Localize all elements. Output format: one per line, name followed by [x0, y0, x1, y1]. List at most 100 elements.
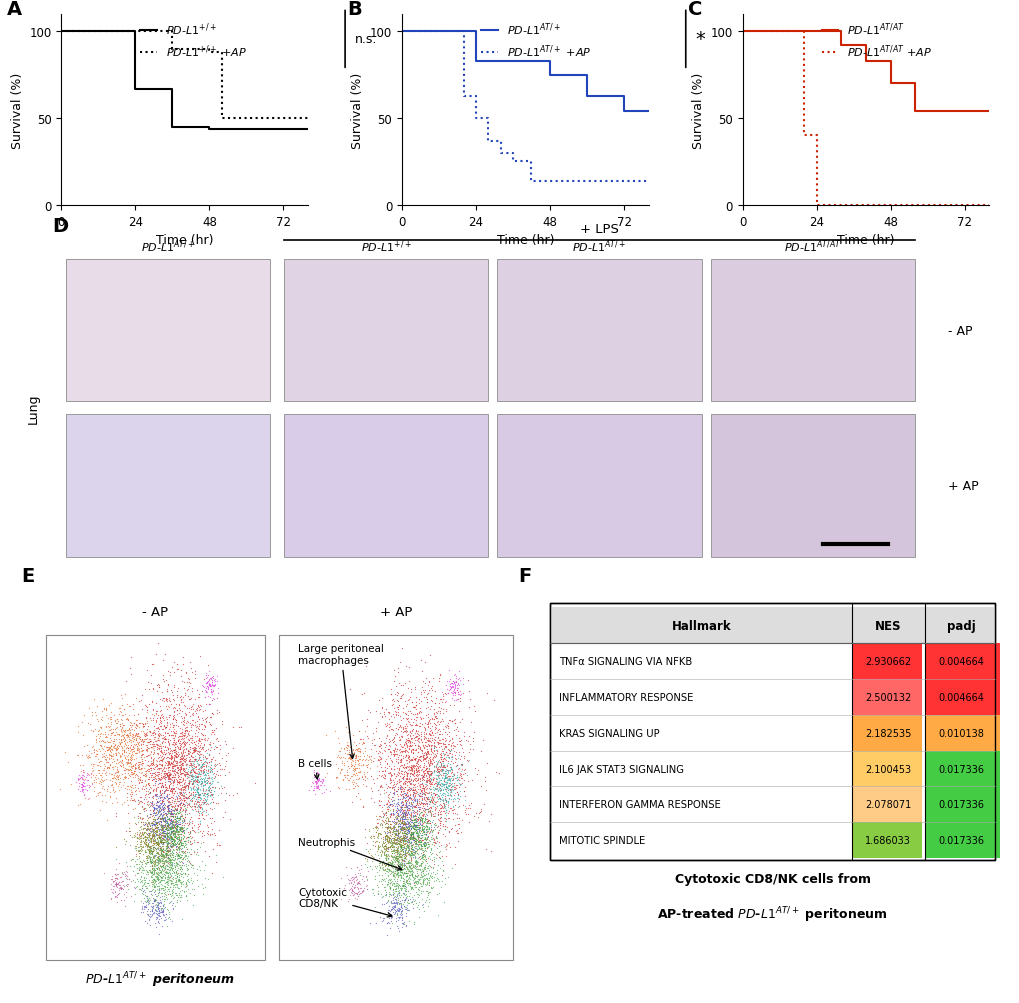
- Point: [397, 873, 414, 889]
- Point: [163, 803, 179, 819]
- Point: [314, 773, 330, 789]
- Point: [200, 658, 216, 674]
- Point: [416, 859, 432, 875]
- Point: [148, 869, 164, 885]
- Point: [399, 825, 416, 842]
- Point: [401, 816, 418, 832]
- Point: [170, 873, 186, 889]
- Point: [384, 780, 400, 796]
- Point: [209, 681, 225, 697]
- Point: [377, 847, 393, 863]
- Point: [399, 903, 416, 919]
- Point: [406, 875, 422, 891]
- Point: [442, 684, 459, 700]
- Point: [185, 743, 202, 759]
- Point: [98, 702, 114, 718]
- Point: [413, 848, 429, 864]
- Point: [195, 747, 211, 763]
- Point: [164, 808, 180, 824]
- Point: [115, 774, 131, 790]
- Point: [115, 738, 131, 754]
- Point: [175, 745, 192, 761]
- Point: [70, 781, 87, 797]
- Point: [404, 866, 420, 882]
- Point: [195, 756, 211, 772]
- Point: [419, 841, 435, 857]
- Point: [342, 756, 359, 772]
- Point: [378, 780, 394, 796]
- Point: [159, 918, 175, 934]
- Point: [341, 750, 358, 766]
- Point: [167, 783, 183, 799]
- Point: [426, 742, 442, 758]
- Point: [359, 871, 375, 887]
- Point: [390, 849, 407, 865]
- Point: [395, 815, 412, 831]
- Point: [199, 775, 215, 791]
- Point: [442, 791, 459, 807]
- Point: [398, 839, 415, 855]
- Point: [423, 786, 439, 802]
- Point: [416, 756, 432, 772]
- Point: [75, 707, 92, 723]
- Point: [138, 698, 154, 714]
- Point: [191, 699, 207, 715]
- Point: [137, 820, 153, 837]
- Point: [209, 763, 225, 779]
- Point: [171, 862, 187, 878]
- Point: [415, 877, 431, 893]
- Point: [377, 751, 393, 767]
- Point: [162, 806, 178, 822]
- Point: [403, 759, 419, 775]
- Point: [385, 822, 401, 839]
- Point: [197, 871, 213, 887]
- Point: [202, 780, 218, 796]
- Point: [408, 844, 424, 860]
- Point: [408, 816, 424, 832]
- Point: [419, 687, 435, 703]
- Point: [91, 775, 107, 791]
- Point: [158, 757, 174, 773]
- Point: [380, 874, 396, 890]
- Point: [415, 843, 431, 859]
- Point: [421, 750, 437, 766]
- Point: [202, 716, 218, 732]
- Point: [137, 890, 153, 906]
- Point: [155, 828, 171, 845]
- Point: [129, 865, 146, 881]
- Point: [147, 729, 163, 745]
- Point: [408, 728, 424, 744]
- Point: [145, 777, 161, 793]
- Point: [443, 861, 460, 877]
- Point: [419, 875, 435, 891]
- Point: [177, 765, 194, 781]
- Point: [165, 825, 181, 842]
- Point: [442, 765, 459, 781]
- Point: [164, 846, 180, 862]
- Point: [380, 794, 396, 810]
- Point: [140, 907, 156, 923]
- Point: [408, 840, 424, 856]
- Point: [405, 820, 421, 837]
- Point: [422, 734, 438, 750]
- Text: + AP: + AP: [379, 605, 412, 618]
- Point: [152, 740, 168, 756]
- Point: [180, 766, 197, 782]
- Point: [156, 854, 172, 870]
- Point: [98, 742, 114, 758]
- Point: [164, 883, 180, 899]
- Point: [376, 804, 392, 820]
- Point: [182, 829, 199, 846]
- Point: [171, 800, 187, 816]
- Point: [398, 727, 415, 743]
- Point: [87, 748, 103, 764]
- Point: [435, 765, 451, 781]
- Point: [203, 782, 219, 798]
- Point: [425, 861, 441, 877]
- Point: [148, 835, 164, 852]
- Point: [158, 838, 174, 854]
- Point: [381, 881, 397, 897]
- Point: [209, 835, 225, 852]
- Point: [163, 857, 179, 873]
- Point: [396, 718, 413, 734]
